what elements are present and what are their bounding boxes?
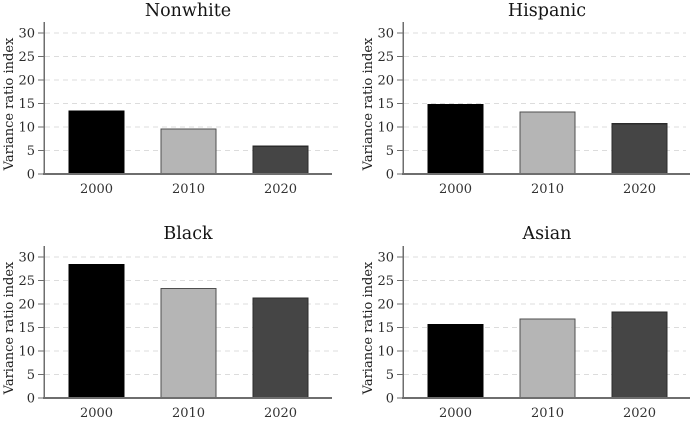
x-category-label: 2010 xyxy=(172,182,205,197)
y-tick-label: 30 xyxy=(377,27,394,42)
x-category-label: 2000 xyxy=(80,406,113,419)
y-tick-label: 25 xyxy=(18,274,35,289)
x-category-label: 2020 xyxy=(623,406,656,419)
y-tick-label: 15 xyxy=(18,97,35,112)
y-axis-title: Variance ratio index xyxy=(2,261,17,395)
bar-2000 xyxy=(427,324,484,399)
y-tick-label: 30 xyxy=(18,27,35,42)
y-axis-title: Variance ratio index xyxy=(361,37,376,171)
x-category-label: 2010 xyxy=(531,182,564,197)
y-tick-label: 20 xyxy=(18,74,35,89)
x-category-label: 2020 xyxy=(264,406,297,419)
panel-title: Hispanic xyxy=(508,1,586,21)
y-tick-label: 20 xyxy=(377,74,394,89)
bar-2000 xyxy=(68,110,125,175)
x-category-label: 2020 xyxy=(264,182,297,197)
y-tick-label: 20 xyxy=(18,298,35,313)
y-tick-label: 5 xyxy=(386,368,394,383)
y-tick-label: 10 xyxy=(18,121,35,136)
y-tick-label: 0 xyxy=(27,168,35,183)
y-axis-title: Variance ratio index xyxy=(361,261,376,395)
bar-2000 xyxy=(427,103,484,175)
panel-title: Asian xyxy=(522,224,572,244)
panel-title: Nonwhite xyxy=(145,1,231,21)
bar-2020 xyxy=(252,297,309,399)
x-category-label: 2000 xyxy=(80,182,113,197)
x-category-label: 2020 xyxy=(623,182,656,197)
chart-asian: 0 5 10 15 20 25 30 2000 2010 2020 Asian Variance ra… xyxy=(361,224,690,421)
y-tick-label: 0 xyxy=(386,392,394,407)
x-category-label: 2000 xyxy=(439,406,472,419)
panel-black: 0 5 10 15 20 25 30 2000 2010 2020 Black Variance ra… xyxy=(0,210,345,423)
x-category-label: 2000 xyxy=(439,182,472,197)
y-tick-label: 25 xyxy=(18,50,35,65)
chart-black: 0 5 10 15 20 25 30 2000 2010 2020 Black Variance ra… xyxy=(2,224,341,421)
panel-nonwhite: 0 5 10 15 20 25 30 2000 2010 2020 Nonwhite Variance… xyxy=(0,0,345,214)
y-tick-label: 10 xyxy=(377,345,394,360)
panel-hispanic: 0 5 10 15 20 25 30 2000 2010 2020 Hispanic Variance… xyxy=(345,0,690,214)
y-tick-label: 30 xyxy=(18,251,35,266)
y-tick-label: 5 xyxy=(386,144,394,159)
y-tick-label: 25 xyxy=(377,274,394,289)
chart-nonwhite: 0 5 10 15 20 25 30 2000 2010 2020 Nonwhite Variance… xyxy=(2,1,341,197)
y-tick-label: 15 xyxy=(18,321,35,336)
chart-hispanic: 0 5 10 15 20 25 30 2000 2010 2020 Hispanic Variance… xyxy=(361,1,690,197)
y-tick-label: 30 xyxy=(377,251,394,266)
x-category-label: 2010 xyxy=(531,406,564,419)
y-tick-label: 5 xyxy=(27,368,35,383)
y-tick-label: 10 xyxy=(377,121,394,136)
y-tick-label: 15 xyxy=(377,321,394,336)
y-tick-label: 0 xyxy=(27,392,35,407)
bar-2010 xyxy=(519,318,576,399)
bar-2020 xyxy=(252,145,309,175)
bar-2020 xyxy=(611,123,668,175)
y-tick-label: 0 xyxy=(386,168,394,183)
bar-2010 xyxy=(519,111,576,175)
bar-2000 xyxy=(68,263,125,399)
y-tick-label: 15 xyxy=(377,97,394,112)
y-tick-label: 20 xyxy=(377,298,394,313)
y-tick-label: 10 xyxy=(18,345,35,360)
bar-2010 xyxy=(160,128,217,175)
panel-title: Black xyxy=(163,224,213,244)
panel-asian: 0 5 10 15 20 25 30 2000 2010 2020 Asian Variance ra… xyxy=(345,210,690,423)
bar-2010 xyxy=(160,287,217,399)
x-category-label: 2010 xyxy=(172,406,205,419)
y-tick-label: 5 xyxy=(27,144,35,159)
y-tick-label: 25 xyxy=(377,50,394,65)
y-axis-title: Variance ratio index xyxy=(2,37,17,171)
bar-2020 xyxy=(611,311,668,399)
